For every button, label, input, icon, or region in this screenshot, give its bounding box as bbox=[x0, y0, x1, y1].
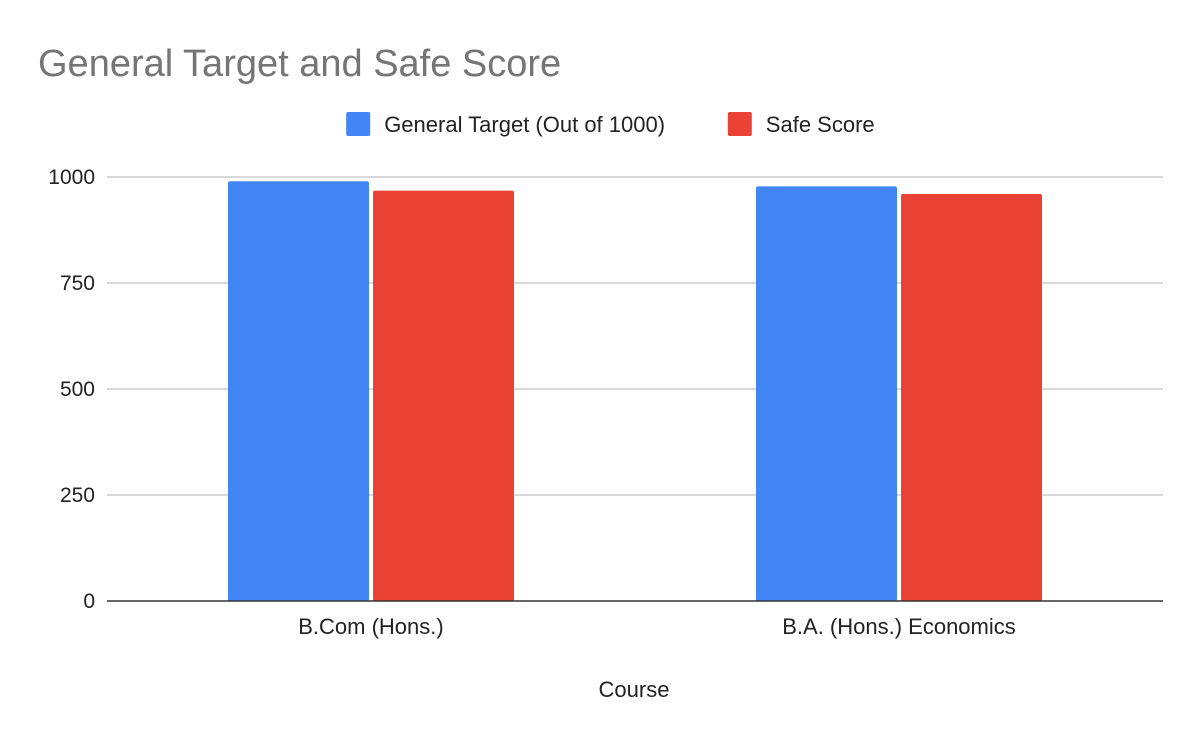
y-tick-label: 750 bbox=[60, 272, 95, 295]
bars bbox=[228, 181, 1042, 602]
y-axis-tick-labels: 0 250 500 750 1000 bbox=[48, 166, 95, 613]
bar-safe-score-0 bbox=[373, 190, 514, 601]
legend-label: General Target (Out of 1000) bbox=[384, 112, 665, 137]
y-tick-label: 1000 bbox=[48, 166, 95, 189]
bar-general-target-0 bbox=[228, 181, 369, 602]
legend-label: Safe Score bbox=[766, 112, 875, 137]
y-tick-label: 0 bbox=[83, 590, 95, 613]
y-tick-label: 500 bbox=[60, 378, 95, 401]
x-category-label: B.Com (Hons.) bbox=[298, 614, 443, 639]
legend: General Target (Out of 1000) Safe Score bbox=[346, 112, 875, 137]
legend-swatch bbox=[727, 112, 752, 136]
x-axis-title: Course bbox=[599, 677, 670, 702]
legend-swatch bbox=[346, 112, 371, 136]
bar-general-target-1 bbox=[756, 186, 897, 601]
y-tick-label: 250 bbox=[60, 484, 95, 507]
x-axis-category-labels: B.Com (Hons.) B.A. (Hons.) Economics bbox=[298, 614, 1016, 639]
chart-title: General Target and Safe Score bbox=[38, 43, 561, 85]
x-category-label: B.A. (Hons.) Economics bbox=[782, 614, 1016, 639]
bar-safe-score-1 bbox=[901, 193, 1042, 601]
